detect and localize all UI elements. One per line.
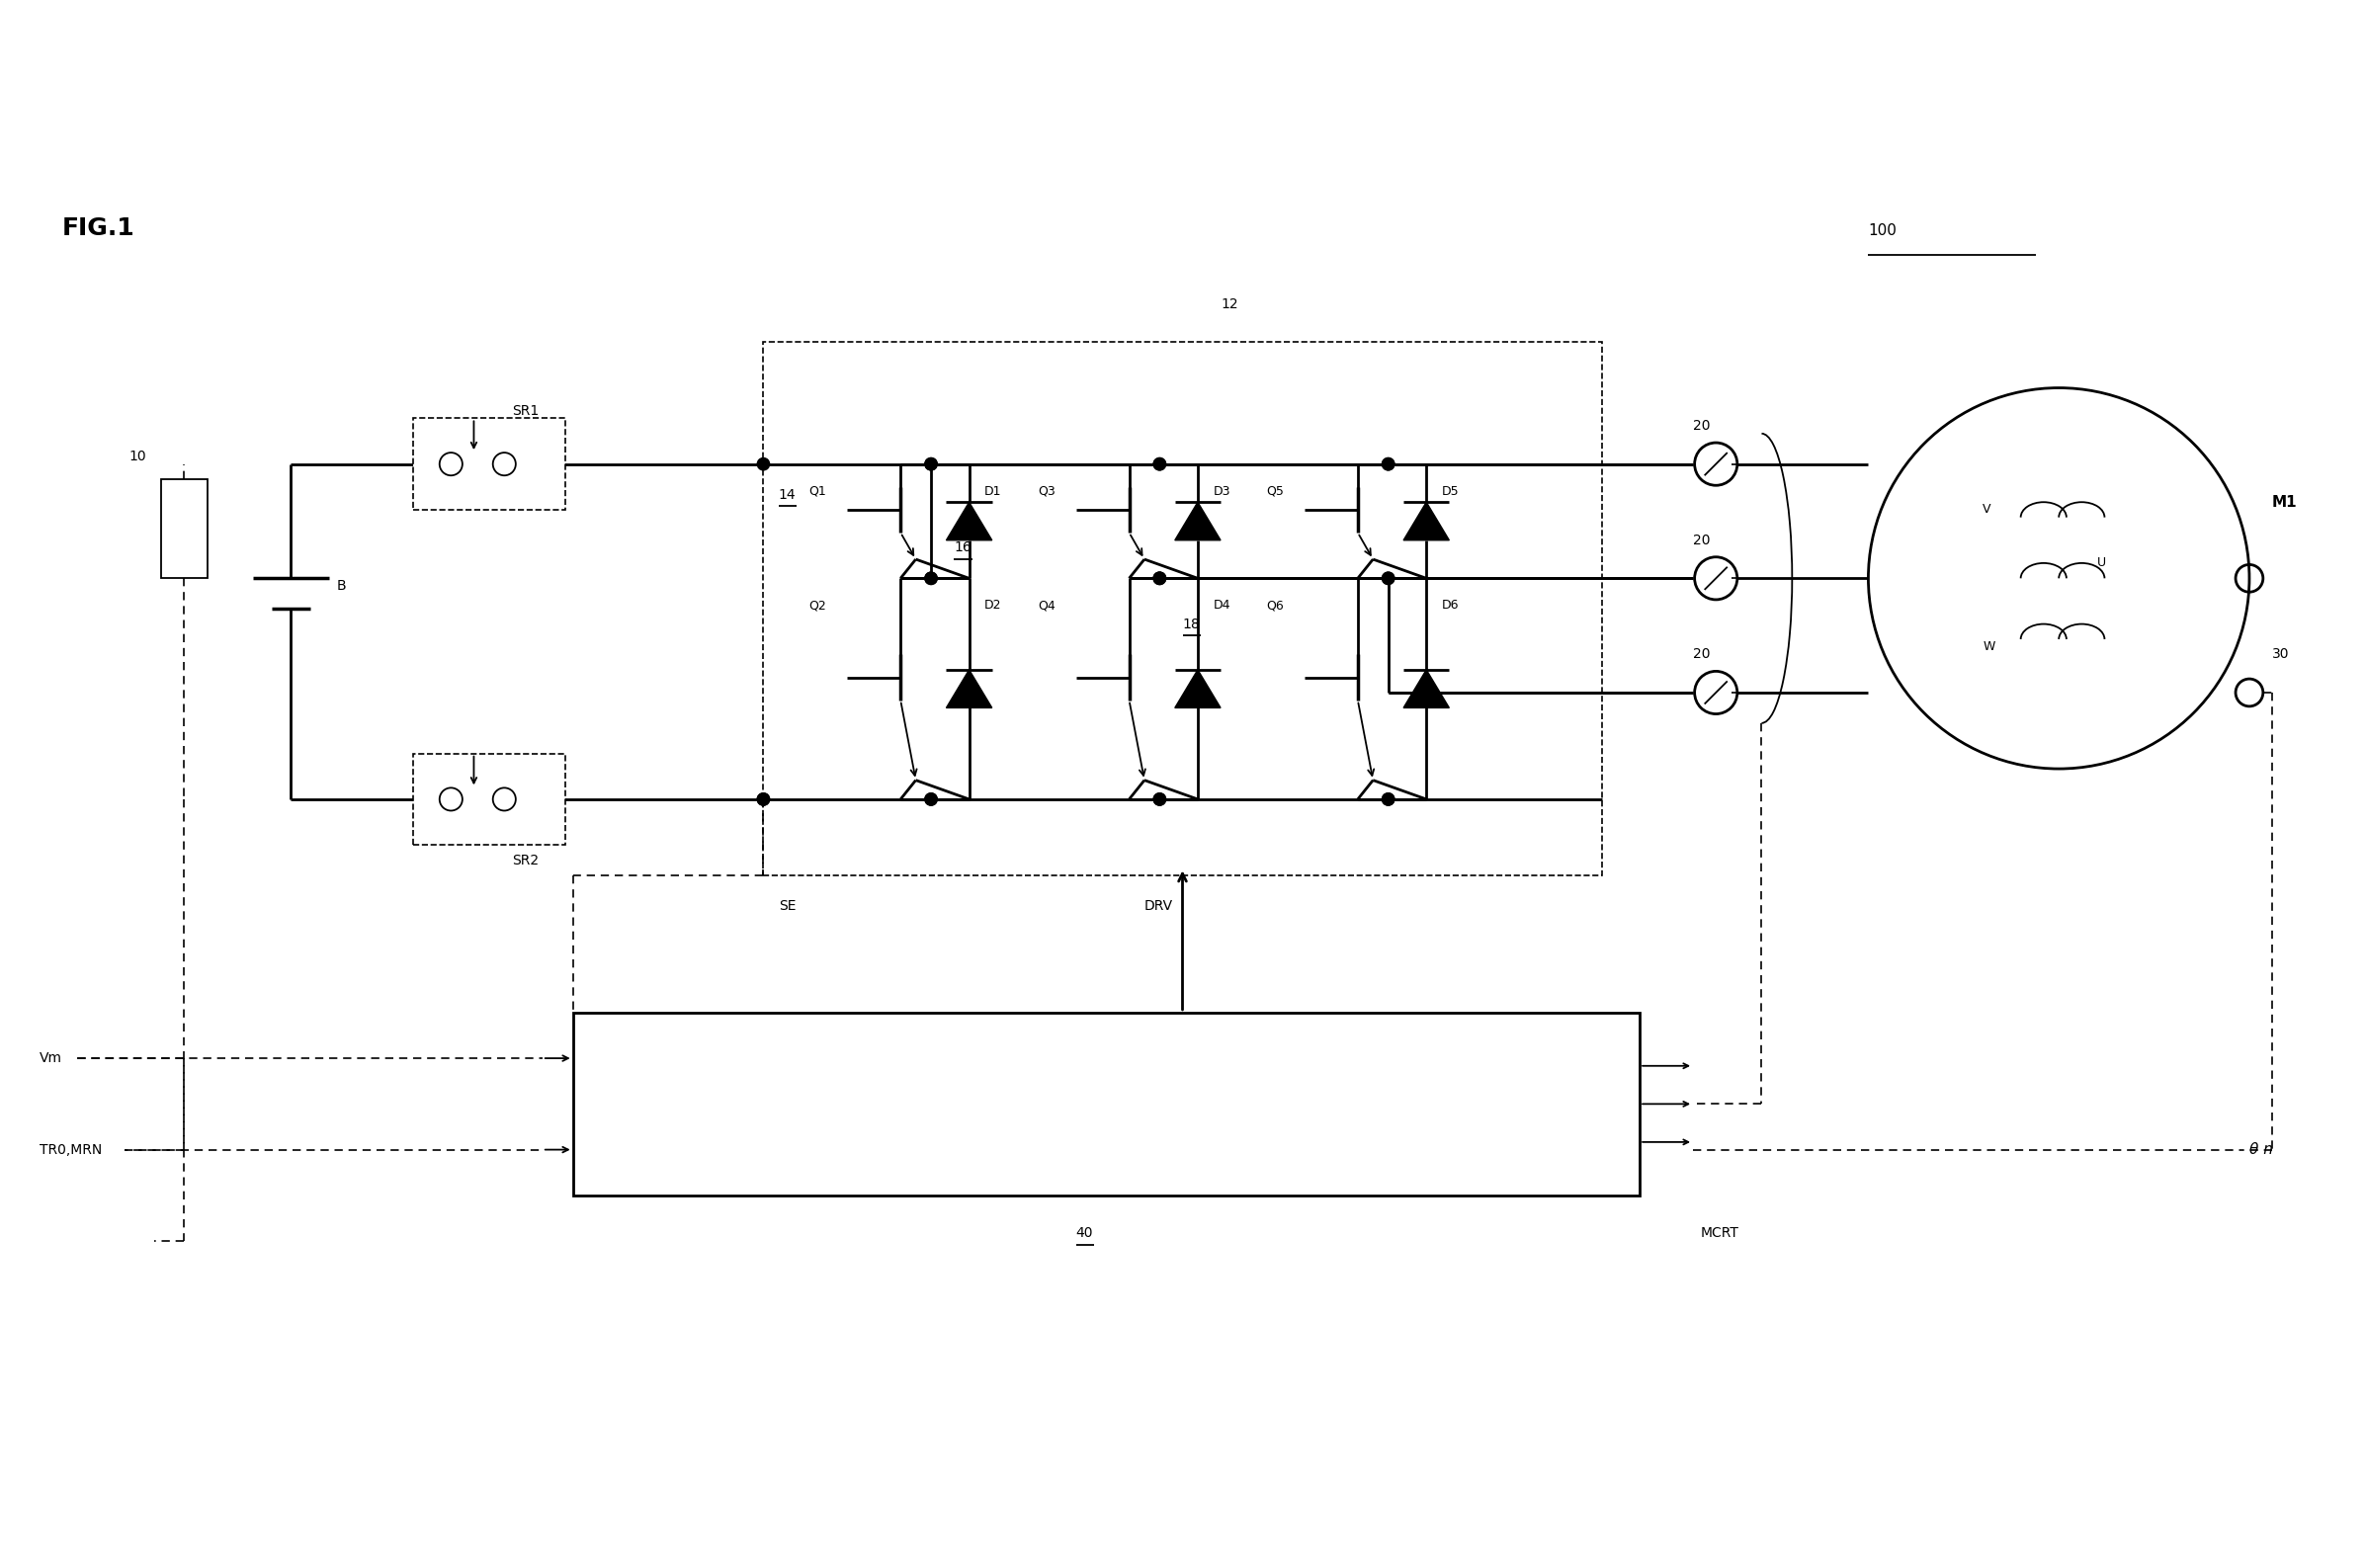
Circle shape <box>1154 572 1166 585</box>
Text: TR0,MRN: TR0,MRN <box>40 1143 102 1157</box>
Polygon shape <box>1402 670 1450 707</box>
FancyBboxPatch shape <box>414 754 565 845</box>
Circle shape <box>757 793 769 806</box>
Bar <box>161 480 208 579</box>
Polygon shape <box>1175 502 1220 541</box>
Bar <box>572 1013 1639 1195</box>
Circle shape <box>1154 793 1166 806</box>
Text: 14: 14 <box>778 488 797 502</box>
Text: Q3: Q3 <box>1038 485 1055 497</box>
Text: MCRT: MCRT <box>1700 1226 1738 1240</box>
Circle shape <box>925 793 937 806</box>
Circle shape <box>1381 793 1395 806</box>
Text: D5: D5 <box>1443 485 1459 497</box>
Text: Vm: Vm <box>40 1051 61 1065</box>
Text: D6: D6 <box>1443 599 1459 612</box>
Text: V: V <box>1982 503 1991 516</box>
Circle shape <box>1381 572 1395 585</box>
Text: D3: D3 <box>1213 485 1230 497</box>
Text: W: W <box>1982 640 1994 654</box>
Text: D1: D1 <box>984 485 1003 497</box>
Text: 100: 100 <box>1868 224 1897 238</box>
Text: Q5: Q5 <box>1265 485 1284 497</box>
Circle shape <box>757 458 769 470</box>
Circle shape <box>925 458 937 470</box>
Text: U: U <box>2098 557 2105 569</box>
Text: B: B <box>336 579 345 593</box>
Circle shape <box>925 458 937 470</box>
Text: SR1: SR1 <box>511 405 539 417</box>
Text: FIG.1: FIG.1 <box>61 216 135 240</box>
Text: 30: 30 <box>2273 648 2289 662</box>
Text: SR2: SR2 <box>511 853 539 867</box>
Text: D4: D4 <box>1213 599 1230 612</box>
Text: 16: 16 <box>953 541 972 555</box>
Circle shape <box>1154 458 1166 470</box>
Text: 40: 40 <box>1076 1226 1093 1240</box>
Text: SE: SE <box>778 898 797 913</box>
Circle shape <box>925 572 937 585</box>
Text: 20: 20 <box>1693 533 1710 547</box>
Circle shape <box>1381 793 1395 806</box>
Text: DRV: DRV <box>1145 898 1173 913</box>
Circle shape <box>1154 572 1166 585</box>
Polygon shape <box>946 670 991 707</box>
Circle shape <box>1381 458 1395 470</box>
Circle shape <box>925 572 937 585</box>
Circle shape <box>1154 572 1166 585</box>
Text: 12: 12 <box>1220 298 1237 310</box>
Text: 20: 20 <box>1693 419 1710 433</box>
FancyBboxPatch shape <box>764 342 1601 875</box>
Text: Q1: Q1 <box>809 485 828 497</box>
Polygon shape <box>1175 670 1220 707</box>
Circle shape <box>1154 793 1166 806</box>
Circle shape <box>757 793 769 806</box>
Text: 20: 20 <box>1693 648 1710 662</box>
Text: Q6: Q6 <box>1265 599 1284 612</box>
Circle shape <box>1381 458 1395 470</box>
Text: M1: M1 <box>2273 495 2296 510</box>
Polygon shape <box>1402 502 1450 541</box>
Text: Q4: Q4 <box>1038 599 1055 612</box>
Polygon shape <box>946 502 991 541</box>
Text: Q2: Q2 <box>809 599 828 612</box>
Text: 18: 18 <box>1182 618 1199 630</box>
Circle shape <box>1381 572 1395 585</box>
Circle shape <box>925 793 937 806</box>
Text: θ n: θ n <box>2249 1142 2273 1157</box>
FancyBboxPatch shape <box>414 419 565 510</box>
Text: D2: D2 <box>984 599 1003 612</box>
Text: 10: 10 <box>128 450 147 463</box>
Circle shape <box>1154 458 1166 470</box>
Text: CONTROL DEVICE: CONTROL DEVICE <box>1034 1094 1180 1113</box>
